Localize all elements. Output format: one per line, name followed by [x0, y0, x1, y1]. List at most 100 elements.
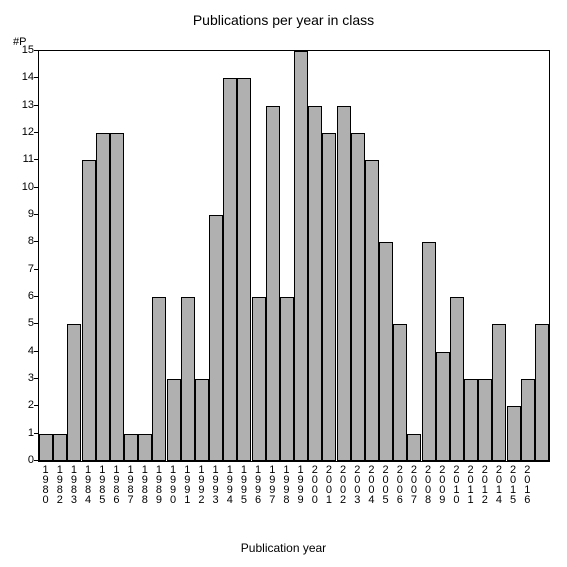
x-tick-label: 2001 [323, 464, 334, 504]
y-tick-mark [34, 132, 38, 133]
bar [266, 106, 280, 461]
bar [152, 297, 166, 461]
x-tick-label: 1985 [96, 464, 107, 504]
y-tick-mark [34, 50, 38, 51]
y-tick-label: 10 [4, 181, 34, 193]
bar [308, 106, 322, 461]
x-tick-label: 2011 [465, 464, 476, 504]
x-tick-label: 2002 [337, 464, 348, 504]
x-tick-label: 2009 [436, 464, 447, 504]
x-tick-label: 1989 [153, 464, 164, 504]
bar [110, 133, 124, 461]
x-tick-label: 2006 [394, 464, 405, 504]
bars-group [39, 51, 549, 461]
bar [181, 297, 195, 461]
x-tick-label: 1995 [238, 464, 249, 504]
x-tick-label: 1997 [266, 464, 277, 504]
y-tick-mark [34, 378, 38, 379]
bar [379, 242, 393, 461]
x-tick-label: 2012 [479, 464, 490, 504]
y-tick-label: 9 [4, 208, 34, 220]
x-tick-label: 1986 [110, 464, 121, 504]
y-tick-label: 13 [4, 99, 34, 111]
bar [195, 379, 209, 461]
bar [82, 160, 96, 461]
x-tick-label: 2000 [309, 464, 320, 504]
bar [223, 78, 237, 461]
bar [337, 106, 351, 461]
x-tick-label: 1988 [139, 464, 150, 504]
x-tick-label: 1983 [68, 464, 79, 504]
bar [138, 434, 152, 461]
y-tick-mark [34, 187, 38, 188]
bar [464, 379, 478, 461]
y-ticks: 0123456789101112131415 [0, 50, 38, 460]
x-tick-label: 2016 [521, 464, 532, 504]
bar [67, 324, 81, 461]
chart-container: Publications per year in class #P 012345… [0, 0, 567, 567]
bar [96, 133, 110, 461]
x-tick-label: 1980 [40, 464, 51, 504]
y-tick-label: 12 [4, 126, 34, 138]
y-tick-mark [34, 351, 38, 352]
x-tick-label: 2015 [507, 464, 518, 504]
bar [492, 324, 506, 461]
y-tick-mark [34, 214, 38, 215]
y-tick-mark [34, 269, 38, 270]
plot-area [38, 50, 550, 462]
bar [252, 297, 266, 461]
bar [407, 434, 421, 461]
y-tick-label: 11 [4, 153, 34, 165]
y-tick-mark [34, 159, 38, 160]
bar [237, 78, 251, 461]
y-tick-label: 14 [4, 71, 34, 83]
x-tick-label: 2003 [351, 464, 362, 504]
y-tick-label: 7 [4, 263, 34, 275]
y-tick-label: 8 [4, 235, 34, 247]
y-tick-mark [34, 77, 38, 78]
x-tick-label: 2008 [422, 464, 433, 504]
y-tick-label: 1 [4, 427, 34, 439]
bar [365, 160, 379, 461]
y-tick-label: 5 [4, 317, 34, 329]
bar [507, 406, 521, 461]
bar [167, 379, 181, 461]
x-tick-label: 1993 [210, 464, 221, 504]
x-tick-label: 1987 [125, 464, 136, 504]
y-tick-mark [34, 405, 38, 406]
x-tick-label: 1992 [195, 464, 206, 504]
bar [436, 352, 450, 461]
y-tick-mark [34, 241, 38, 242]
bar [351, 133, 365, 461]
bar [280, 297, 294, 461]
x-axis-title: Publication year [0, 541, 567, 555]
y-tick-mark [34, 296, 38, 297]
x-tick-label: 1991 [181, 464, 192, 504]
y-tick-mark [34, 323, 38, 324]
y-tick-label: 6 [4, 290, 34, 302]
bar [521, 379, 535, 461]
bar [535, 324, 549, 461]
x-tick-label: 1984 [82, 464, 93, 504]
x-tick-label: 2007 [408, 464, 419, 504]
y-tick-label: 0 [4, 454, 34, 466]
bar [209, 215, 223, 461]
bar [294, 51, 308, 461]
bar [478, 379, 492, 461]
x-ticks: 198019821983198419851986 1987198819891990… [38, 460, 548, 520]
bar [393, 324, 407, 461]
x-tick-label: 1994 [224, 464, 235, 504]
x-tick-label: 1998 [280, 464, 291, 504]
y-tick-label: 3 [4, 372, 34, 384]
x-tick-label: 1990 [167, 464, 178, 504]
y-tick-mark [34, 433, 38, 434]
bar [422, 242, 436, 461]
x-tick-label: 1982 [54, 464, 65, 504]
x-tick-label: 1999 [295, 464, 306, 504]
y-tick-mark [34, 105, 38, 106]
chart-title: Publications per year in class [0, 12, 567, 28]
x-tick-label: 2014 [493, 464, 504, 504]
y-tick-label: 2 [4, 399, 34, 411]
y-tick-label: 15 [4, 44, 34, 56]
x-tick-label: 2010 [450, 464, 461, 504]
